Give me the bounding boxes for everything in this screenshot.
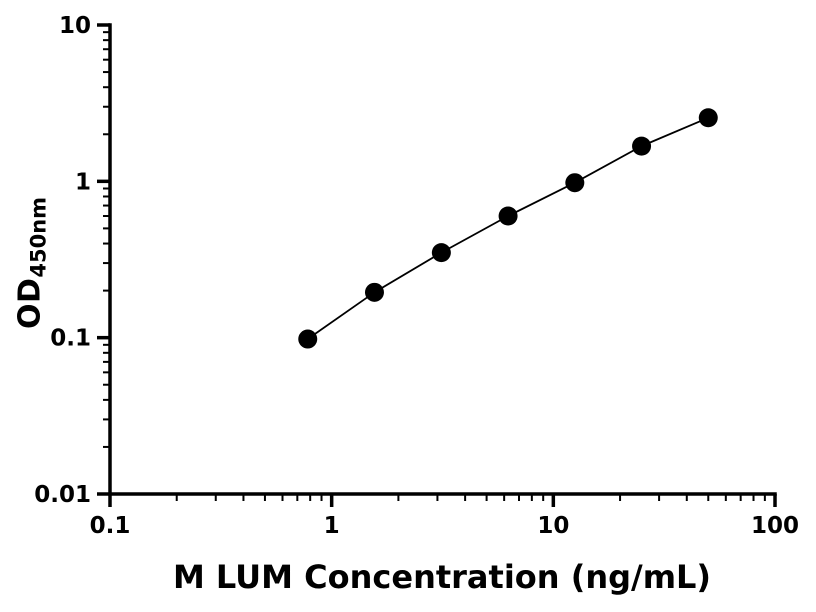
y-tick-label: 0.1 bbox=[50, 326, 91, 352]
y-axis-title: OD450nm bbox=[12, 196, 51, 330]
data-point bbox=[632, 136, 652, 156]
data-point bbox=[431, 243, 451, 263]
data-point bbox=[364, 282, 384, 302]
x-axis-title: M LUM Concentration (ng/mL) bbox=[172, 558, 712, 596]
x-tick-label: 10 bbox=[537, 513, 569, 539]
x-tick-label: 1 bbox=[324, 513, 340, 539]
data-point bbox=[565, 173, 585, 193]
y-tick-label: 1 bbox=[75, 169, 91, 195]
data-point bbox=[498, 206, 518, 226]
x-tick-label: 100 bbox=[751, 513, 799, 539]
y-axis-title-main: OD bbox=[12, 277, 48, 330]
y-tick-label: 0.01 bbox=[34, 482, 91, 508]
x-tick-label: 0.1 bbox=[90, 513, 131, 539]
y-tick-label: 10 bbox=[59, 13, 91, 39]
data-point bbox=[698, 108, 718, 128]
y-axis-title-subscript: 450nm bbox=[26, 196, 51, 278]
data-point bbox=[298, 329, 318, 349]
